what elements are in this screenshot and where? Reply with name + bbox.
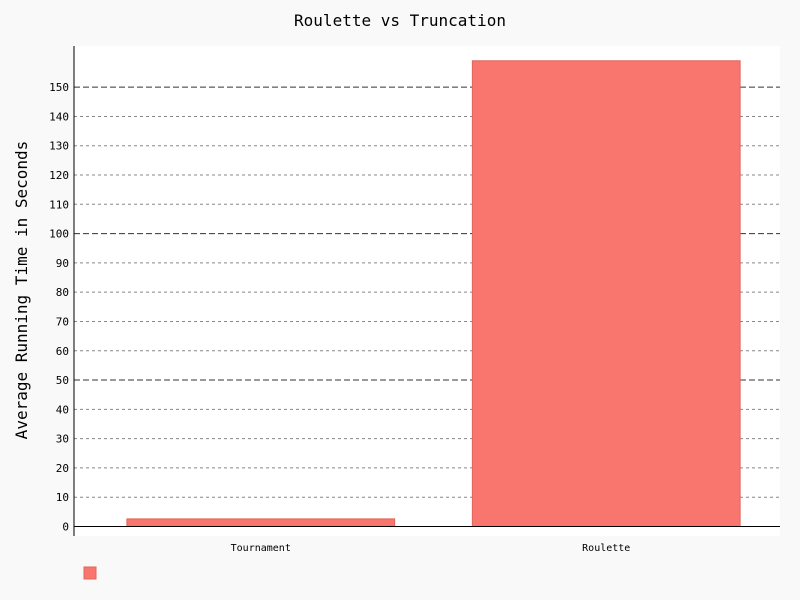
y-tick-label: 20	[56, 462, 69, 475]
y-tick-label: 100	[49, 228, 69, 241]
y-tick-label: 40	[56, 403, 69, 416]
axes	[73, 46, 780, 536]
y-tick-label: 80	[56, 286, 69, 299]
bar-tournament	[126, 518, 396, 528]
y-tick-label: 140	[49, 110, 69, 123]
chart-title: Roulette vs Truncation	[294, 11, 506, 30]
y-tick-label: 10	[56, 491, 69, 504]
y-tick-label: 30	[56, 433, 69, 446]
x-tick-label: Roulette	[582, 543, 630, 554]
y-tick-label: 0	[62, 521, 69, 534]
legend-swatch	[83, 566, 97, 580]
y-tick-label: 50	[56, 374, 69, 387]
x-tick-labels: Tournament Roulette	[231, 543, 631, 554]
y-axis-label: Average Running Time in Seconds	[12, 141, 31, 440]
legend	[83, 566, 97, 580]
y-tick-label: 90	[56, 257, 69, 270]
y-tick-label: 110	[49, 198, 69, 211]
bars	[126, 60, 741, 528]
y-tick-label: 60	[56, 345, 69, 358]
x-tick-label: Tournament	[231, 543, 291, 554]
y-tick-label: 120	[49, 169, 69, 182]
y-tick-labels: 0 10 20 30 40 50 60 70 80 90 100 110 120 130 140 150	[49, 81, 69, 533]
y-tick-label: 130	[49, 140, 69, 153]
bar-roulette	[471, 60, 741, 527]
y-tick-label: 70	[56, 315, 69, 328]
y-tick-label: 150	[49, 81, 69, 94]
